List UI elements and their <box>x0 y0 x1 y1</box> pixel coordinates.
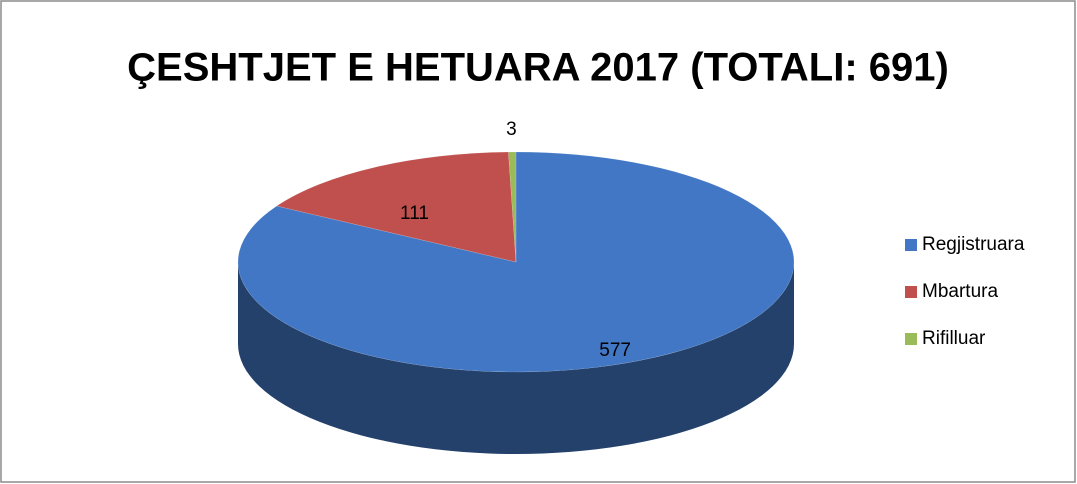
legend-label: Regjistruara <box>922 234 1025 255</box>
legend-label: Mbartura <box>922 281 998 302</box>
data-label: 577 <box>599 340 631 361</box>
data-label: 3 <box>506 119 517 140</box>
slice <box>237 151 795 373</box>
legend-swatch <box>905 333 917 345</box>
slice-side <box>238 262 794 454</box>
slice <box>276 151 517 263</box>
slice <box>508 151 517 263</box>
legend-swatch <box>905 286 917 298</box>
legend-label: Rifilluar <box>922 328 986 349</box>
chart-title: ÇESHTJET E HETUARA 2017 (TOTALI: 691) <box>127 46 949 90</box>
data-label: 111 <box>400 203 429 224</box>
legend-swatch <box>905 239 917 251</box>
